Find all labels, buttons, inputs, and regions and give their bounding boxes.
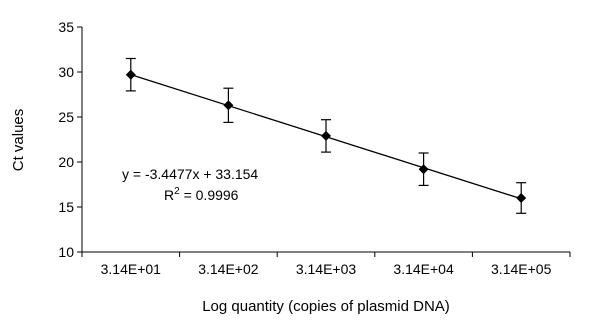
data-point-3: [418, 164, 429, 175]
data-point-4: [516, 193, 527, 203]
x-axis-ticks: 3.14E+01 3.14E+02 3.14E+03 3.14E+04 3.14E+05: [81, 252, 571, 277]
y-axis-ticks: 10 15 20 25 30 35: [58, 19, 82, 260]
x-tick-label-0: 3.14E+01: [101, 261, 162, 277]
x-tick-label-3: 3.14E+04: [393, 261, 454, 277]
y-tick-label-1: 15: [58, 199, 74, 215]
x-axis-label: Log quantity (copies of plasmid DNA): [202, 298, 450, 315]
trendline-equation: y = -3.4477x + 33.154: [122, 166, 258, 182]
y-axis-label: Ct values: [10, 109, 27, 172]
data-point-1: [223, 100, 234, 111]
data-point-2: [321, 130, 331, 141]
y-tick-label-2: 20: [58, 154, 74, 170]
x-tick-label-2: 3.14E+03: [296, 261, 357, 277]
x-tick-label-1: 3.14E+02: [198, 261, 259, 277]
x-tick-label-4: 3.14E+05: [491, 261, 552, 277]
y-tick-label-5: 35: [58, 19, 74, 35]
y-tick-label-3: 25: [58, 109, 74, 125]
data-point-0: [125, 69, 136, 80]
r-squared-label: R2 = 0.9996: [164, 186, 239, 203]
y-tick-label-0: 10: [58, 244, 74, 260]
y-tick-label-4: 30: [58, 64, 74, 80]
data-points: [125, 69, 527, 203]
